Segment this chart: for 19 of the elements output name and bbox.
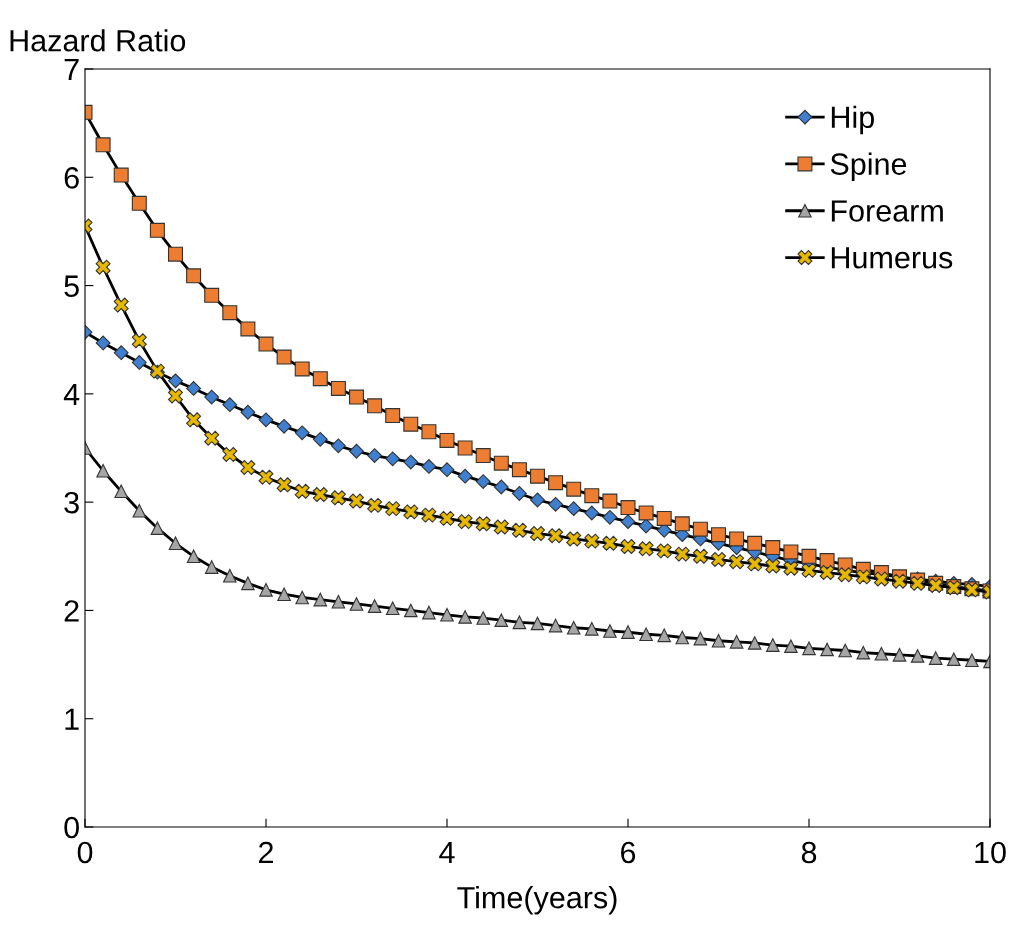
x-tick-label: 10 <box>975 841 1006 864</box>
y-tick-label: 7 <box>64 59 79 81</box>
legend-label: Forearm <box>831 200 943 222</box>
y-tick-label: 3 <box>64 491 79 514</box>
y-tick-label: 2 <box>64 600 79 622</box>
x-axis-title: Time(years) <box>457 886 617 915</box>
y-tick-label: 6 <box>64 167 79 189</box>
x-tick-label: 8 <box>801 841 817 864</box>
y-tick-label: 1 <box>65 708 79 730</box>
x-tick-label: 6 <box>621 841 636 864</box>
y-tick-label: 0 <box>64 816 79 839</box>
legend-label: Hip <box>831 105 874 135</box>
x-tick-label: 2 <box>259 841 273 864</box>
legend-label: Spine <box>830 152 907 181</box>
x-tick-label: 4 <box>439 842 455 864</box>
y-tick-label: 4 <box>63 383 80 405</box>
y-tick-label: 5 <box>64 275 79 297</box>
y-axis-title: Hazard Ratio <box>10 29 186 52</box>
legend-label: Humerus <box>831 247 953 269</box>
